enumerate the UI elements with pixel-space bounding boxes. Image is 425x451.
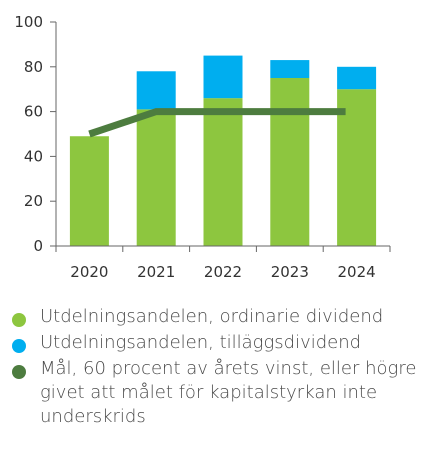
x-tick-label-2024: 2024 [338, 263, 376, 281]
x-tick-label-2020: 2020 [70, 263, 108, 281]
legend-item-additional-dividend: Utdelningsandelen, tilläggsdividend [12, 331, 417, 355]
y-tick-label: 100 [14, 13, 43, 31]
legend-label-additional: Utdelningsandelen, tilläggsdividend [40, 332, 362, 353]
x-tick-label-2022: 2022 [204, 263, 242, 281]
legend-swatch-target [12, 365, 26, 379]
y-tick-label: 20 [24, 192, 43, 210]
target-line-path [88, 108, 346, 138]
x-tick-label-2023: 2023 [271, 263, 309, 281]
y-tick-label: 40 [24, 147, 43, 165]
bar-ordinary-2020 [69, 136, 109, 246]
legend-item-ordinary-dividend: Utdelningsandelen, ordinarie dividend [12, 305, 417, 329]
bar-additional-2024 [337, 66, 377, 90]
bar-ordinary-2022 [203, 98, 243, 246]
y-tick-label: 60 [24, 103, 43, 121]
legend: Utdelningsandelen, ordinarie dividend Ut… [12, 305, 417, 431]
y-axis: 0 20 40 60 80 100 [14, 13, 57, 255]
legend-swatch-ordinary [12, 313, 26, 327]
x-axis: 2020 2021 2022 2023 2024 [55, 245, 391, 281]
y-tick-label: 0 [33, 237, 43, 255]
x-tick-label-2021: 2021 [137, 263, 175, 281]
bar-ordinary-2021 [136, 109, 176, 246]
bar-additional-2022 [203, 55, 243, 99]
bar-ordinary-2024 [337, 89, 377, 246]
legend-label-ordinary: Utdelningsandelen, ordinarie dividend [40, 306, 384, 327]
legend-swatch-additional [12, 339, 26, 353]
bar-additional-2023 [270, 60, 310, 78]
bar-additional-2021 [136, 71, 176, 110]
bars [69, 55, 377, 246]
target-line [88, 108, 346, 138]
dividend-chart: 0 20 40 60 80 100 2020 2021 2022 2023 2024 [14, 13, 391, 281]
legend-item-target: Mål, 60 procent av årets vinst, eller hö… [12, 357, 417, 429]
y-tick-label: 80 [24, 58, 43, 76]
bar-ordinary-2023 [270, 78, 310, 246]
legend-label-target: Mål, 60 procent av årets vinst, eller hö… [40, 358, 417, 427]
